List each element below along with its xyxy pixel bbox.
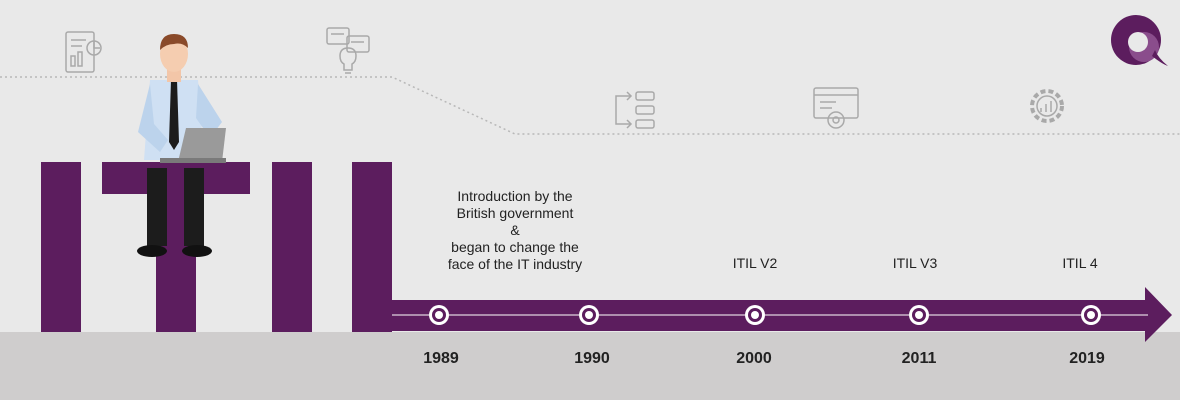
year-label: 2011 [901, 350, 937, 367]
itil-4-label: ITIL 4 [1062, 255, 1098, 271]
workflow-icon [615, 91, 655, 129]
timeline-marker-2019 [1081, 305, 1101, 325]
year-label: 1989 [423, 350, 459, 367]
intro-line: & [510, 222, 520, 238]
itil-v3-label: ITIL V3 [892, 255, 938, 271]
timeline-marker-1990 [579, 305, 599, 325]
intro-line: Introduction by the [457, 188, 573, 204]
timeline-marker-2000 [745, 305, 765, 325]
intro-line: began to change the [451, 239, 579, 255]
intro-line: face of the IT industry [447, 256, 583, 272]
browser-settings-icon [813, 87, 859, 129]
letter-i-1 [41, 162, 81, 332]
timeline-marker-2011 [909, 305, 929, 325]
timeline-marker-1989 [429, 305, 449, 325]
itil-letters [41, 162, 392, 332]
letter-i-2 [272, 162, 312, 332]
lightbulb-idea-icon [326, 27, 370, 74]
floor [0, 332, 1180, 400]
intro-line: British government [456, 205, 574, 221]
year-label: 1990 [574, 350, 610, 367]
businessman-figure [137, 34, 226, 257]
report-chart-icon [65, 31, 102, 73]
year-label: 2000 [736, 350, 772, 367]
gear-chart-icon [1030, 89, 1064, 123]
dotted-path-line [0, 76, 1180, 135]
itil-v2-label: ITIL V2 [732, 255, 778, 271]
intro-description: Introduction by the British government &… [420, 188, 610, 273]
brand-logo-icon [1111, 15, 1168, 66]
year-label: 2019 [1069, 350, 1105, 367]
letter-t [102, 162, 250, 332]
